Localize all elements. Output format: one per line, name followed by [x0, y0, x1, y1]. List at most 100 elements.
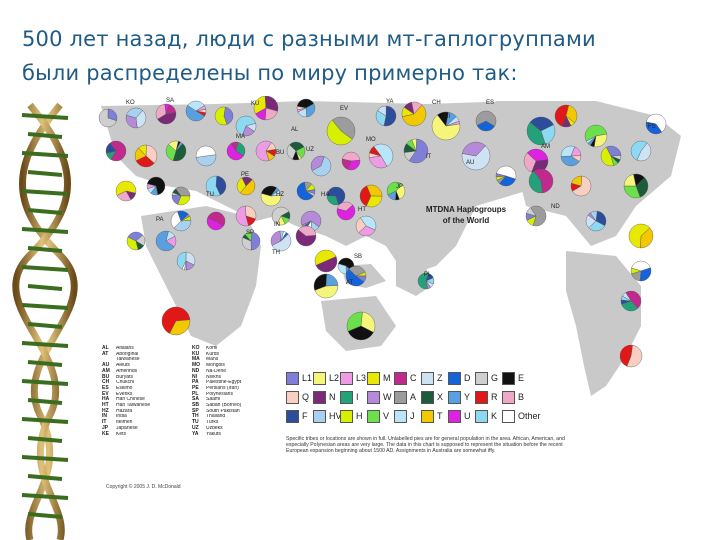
pie-slice [135, 110, 147, 129]
pie-chart [125, 107, 147, 129]
pie-slice [172, 188, 182, 197]
haplogroup-label: F [302, 411, 308, 421]
pie-slice [402, 104, 427, 127]
pie-chart [341, 151, 361, 171]
dna-rung [21, 417, 69, 424]
slide-title: 500 лет назад, люди с разными мт-гаплогр… [22, 22, 712, 90]
pie-slice [300, 210, 322, 228]
code-row: KO Komi [192, 345, 282, 352]
pie-chart [171, 186, 191, 206]
haplogroup-swatch [340, 409, 353, 423]
pie-slice [265, 150, 275, 161]
region-label: IN [274, 222, 280, 228]
pie-chart [313, 273, 339, 299]
pie-chart [241, 231, 261, 251]
pie-slice [215, 175, 227, 196]
pie-chart [346, 311, 376, 341]
pie-slice [169, 319, 191, 336]
code-row: UZ Uzbeks [192, 424, 282, 432]
pie-slice [185, 105, 205, 122]
pie-slice [570, 155, 582, 162]
pie-slice [445, 120, 461, 127]
haplogroup-label: A [410, 392, 417, 402]
haplogroup-legend-item: N [313, 390, 336, 404]
dna-rung [27, 436, 63, 443]
code-name: Han Taiwanese [116, 403, 151, 409]
pie-slice [311, 156, 332, 177]
haplogroup-swatch [340, 371, 353, 385]
haplogroup-swatch [286, 371, 299, 385]
pie-slice [116, 190, 132, 202]
pie-chart [368, 143, 394, 169]
pie-slice [181, 260, 187, 271]
code-abbrev: EV [102, 390, 109, 397]
pie-slice [195, 110, 207, 117]
pie-slice [417, 272, 429, 290]
code-row: KE Kets [102, 431, 192, 438]
haplogroup-label: I [356, 392, 359, 402]
dna-rung [27, 246, 63, 253]
code-row: TH Thailand [192, 414, 282, 420]
pie-slice [645, 121, 663, 135]
haplogroup-swatch [313, 371, 326, 385]
pie-slice [341, 151, 361, 162]
haplogroup-label: C [410, 373, 417, 383]
haplogroup-swatch [475, 390, 488, 404]
dna-rung [27, 284, 63, 291]
code-abbrev: UZ [192, 424, 199, 431]
haplogroup-legend-item: B [502, 390, 524, 404]
code-name: Saami [206, 397, 221, 403]
code-row: BU Buryats [102, 374, 192, 381]
pie-slice [526, 121, 546, 146]
pie-slice [276, 215, 286, 226]
pie-slice [528, 170, 543, 194]
code-row: PL Polynesians [192, 391, 282, 398]
pie-chart [386, 181, 406, 201]
code-row: EV Evenks [102, 390, 192, 398]
code-abbrev: TU [192, 419, 199, 426]
pie-slice [270, 190, 282, 197]
pie-slice [373, 143, 394, 167]
pie-slice [533, 168, 554, 194]
code-abbrev: MO [192, 362, 201, 369]
pie-slice [610, 155, 619, 166]
pie-slice [476, 120, 495, 132]
pie-slice [633, 173, 645, 187]
pie-slice [526, 207, 537, 217]
pie-slice [355, 217, 367, 233]
pie-chart [206, 211, 226, 231]
pie-slice [600, 146, 615, 167]
code-name: South Pakistan [206, 408, 240, 414]
code-name: Yakuts [206, 431, 221, 437]
code-abbrev: HA [102, 396, 110, 403]
haplogroup-legend-item: L2 [313, 371, 339, 385]
region-label: TU [206, 192, 214, 198]
region-label: SB [354, 254, 362, 260]
pie-chart [235, 205, 257, 227]
code-name: Sabah (Borneo) [206, 403, 242, 409]
pie-chart [585, 210, 607, 232]
pie-chart [226, 141, 246, 161]
code-abbrev: AL [102, 345, 109, 351]
code-name: Taiwanese [116, 357, 140, 363]
haplogroup-swatch [448, 390, 461, 404]
haplogroup-swatch [394, 390, 407, 404]
pie-chart [619, 344, 643, 368]
haplogroup-swatch [286, 390, 299, 404]
code-abbrev: YA [192, 430, 199, 437]
code-row: SA Saami [192, 397, 282, 403]
pie-slice [180, 216, 192, 222]
pie-slice [135, 240, 144, 250]
pie-slice [314, 285, 339, 299]
haplogroup-swatch [367, 390, 380, 404]
code-abbrev: HT [102, 402, 109, 409]
code-row: PA Palestine-Egypt [192, 380, 282, 386]
pie-slice [336, 204, 356, 221]
pie-slice [630, 267, 642, 275]
pie-slice [207, 211, 226, 227]
haplogroup-swatch [502, 371, 515, 385]
pie-slice [554, 104, 569, 127]
pie-slice [157, 112, 177, 125]
pie-slice [295, 229, 317, 247]
pie-slice [572, 175, 592, 197]
